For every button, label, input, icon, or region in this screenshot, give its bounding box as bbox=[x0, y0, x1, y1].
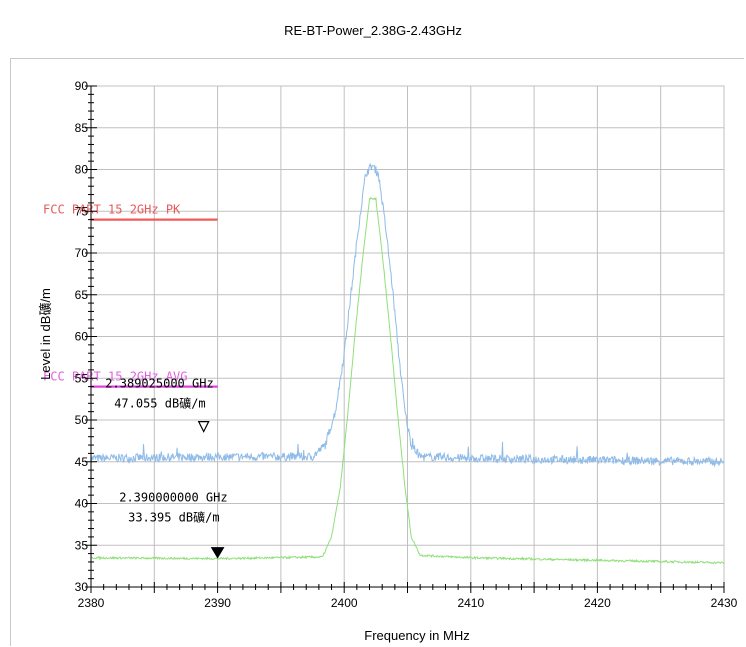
x-tick-label: 2430 bbox=[711, 596, 738, 610]
marker-0 bbox=[197, 420, 210, 433]
series-line-0 bbox=[90, 162, 725, 468]
marker-freq-label-1: 2.390000000 GHz bbox=[119, 491, 227, 505]
y-tick-label: 35 bbox=[75, 538, 89, 552]
x-tick-label: 2380 bbox=[78, 596, 105, 610]
marker-freq-label-0: 2.389025000 GHz bbox=[105, 377, 213, 391]
y-tick-label: 30 bbox=[75, 580, 89, 594]
chart-title: RE-BT-Power_2.38G-2.43GHz bbox=[284, 23, 462, 38]
limit-line-label-1: FCC PART 15 2GHz AVG bbox=[43, 370, 188, 384]
y-tick-label: 85 bbox=[75, 121, 89, 135]
x-tick-label: 2420 bbox=[584, 596, 611, 610]
y-tick-label: 80 bbox=[75, 163, 89, 177]
y-tick-label: 65 bbox=[75, 288, 89, 302]
y-tick-label: 45 bbox=[75, 455, 89, 469]
y-axis-label: Level in dB礦/m bbox=[38, 288, 53, 380]
series-layer bbox=[90, 162, 725, 565]
limit-line-label-0: FCC PART 15 2GHz PK bbox=[43, 203, 181, 217]
y-tick-label: 50 bbox=[75, 413, 89, 427]
x-tick-label: 2410 bbox=[457, 596, 484, 610]
x-tick-label: 2400 bbox=[331, 596, 358, 610]
marker-level-label-0: 47.055 dB礦/m bbox=[114, 396, 205, 411]
y-tick-label: 60 bbox=[75, 330, 89, 344]
y-tick-label: 40 bbox=[75, 497, 89, 511]
grid bbox=[90, 85, 725, 588]
y-tick-label: 75 bbox=[75, 204, 89, 218]
limit-layer: FCC PART 15 2GHz PK FCC PART 15 2GHz AVG bbox=[43, 203, 218, 388]
marker-1 bbox=[210, 547, 225, 559]
y-tick-label: 90 bbox=[75, 79, 89, 93]
axes: 30 35 40 45 50 55 60 65 70 75 80 85 90 2380 2390 2400 24… bbox=[75, 79, 738, 610]
x-axis-label: Frequency in MHz bbox=[364, 628, 469, 643]
series-line-1 bbox=[90, 196, 725, 565]
marker-level-label-1: 33.395 dB礦/m bbox=[128, 510, 219, 525]
chart-frame: FCC PART 15 2GHz PK FCC PART 15 2GHz AVG … bbox=[10, 58, 744, 646]
x-tick-label: 2390 bbox=[204, 596, 231, 610]
marker-layer: 2.389025000 GHz 47.055 dB礦/m 2.390000000 G… bbox=[105, 377, 228, 559]
y-tick-label: 55 bbox=[75, 371, 89, 385]
y-tick-label: 70 bbox=[75, 246, 89, 260]
